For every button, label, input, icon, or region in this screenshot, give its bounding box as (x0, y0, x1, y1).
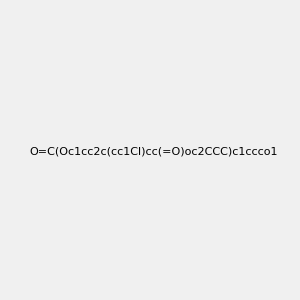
Text: O=C(Oc1cc2c(cc1Cl)cc(=O)oc2CCC)c1ccco1: O=C(Oc1cc2c(cc1Cl)cc(=O)oc2CCC)c1ccco1 (29, 146, 278, 157)
